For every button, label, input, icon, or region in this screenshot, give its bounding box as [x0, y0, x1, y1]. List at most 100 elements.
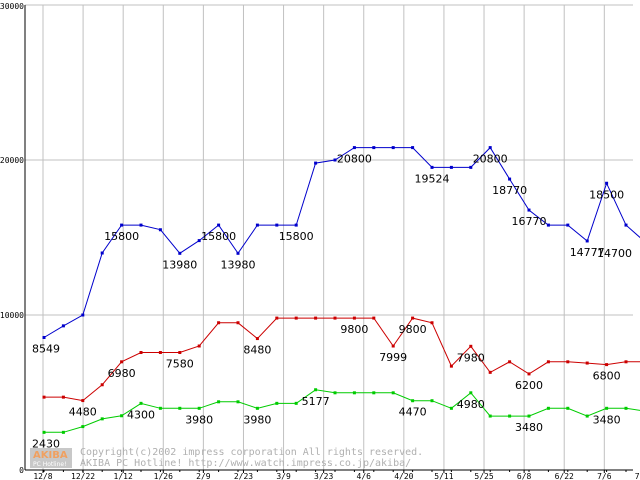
series-1-point — [391, 344, 395, 348]
series-1-point — [314, 316, 318, 320]
series-0-point — [120, 223, 124, 227]
series-2-point — [469, 391, 473, 395]
series-1-point — [605, 363, 609, 367]
x-tick-label: 3/9 — [276, 472, 291, 480]
akiba-logo-subtext: PC Hotline! — [33, 461, 66, 468]
series-0-point — [255, 223, 259, 227]
series-0-point — [42, 335, 46, 339]
series-1-point — [546, 360, 550, 364]
x-tick-label: 6/8 — [517, 472, 532, 480]
series-1-point — [585, 361, 589, 365]
data-label: 9800 — [340, 323, 368, 336]
series-0-point — [430, 165, 434, 169]
data-label: 13980 — [221, 258, 256, 271]
data-label: 20800 — [337, 153, 372, 166]
series-2-point — [585, 414, 589, 418]
series-1-point — [624, 360, 628, 364]
series-1-point — [217, 321, 221, 325]
akiba-logo-text: AKIBA — [33, 450, 68, 461]
series-2-point — [158, 406, 162, 410]
site-url-text: AKIBA PC Hotline! http://www.watch.impre… — [80, 458, 411, 469]
x-tick-label: 12/8 — [33, 472, 52, 480]
data-label: 6200 — [515, 379, 543, 392]
series-0-point — [314, 161, 318, 165]
series-1-point — [61, 395, 65, 399]
series-1-point — [430, 321, 434, 325]
data-label: 18500 — [589, 188, 624, 201]
series-1-point — [294, 316, 298, 320]
series-2-point — [546, 406, 550, 410]
series-1-point — [42, 395, 46, 399]
series-2-point — [61, 430, 65, 434]
x-tick-label: 1/26 — [154, 472, 173, 480]
series-2-point — [449, 406, 453, 410]
data-label: 20800 — [473, 153, 508, 166]
series-0-point — [61, 324, 65, 328]
x-tick-label: 12/22 — [71, 472, 95, 480]
data-label: 8549 — [32, 342, 60, 355]
series-2-point — [42, 430, 46, 434]
y-tick-label: 10000 — [0, 311, 24, 320]
series-line-0 — [43, 146, 640, 338]
series-1-point — [488, 370, 492, 374]
series-2-point — [391, 391, 395, 395]
series-2-point — [430, 399, 434, 403]
series-2-point — [527, 414, 531, 418]
data-label: 4470 — [399, 406, 427, 419]
series-1-point — [352, 316, 356, 320]
x-tick-label: 7/19 — [635, 472, 640, 480]
series-1-point — [139, 351, 143, 355]
gridlines — [25, 4, 633, 470]
series-0-point — [294, 223, 298, 227]
series-1-point — [508, 360, 512, 364]
series-2-point — [566, 406, 570, 410]
data-label: 4480 — [69, 406, 97, 419]
series-2-point — [314, 388, 318, 392]
x-tick-labels: 12/8 12/22 1/12 1/26 2/9 2/23 3/9 3/23 4/6 4/20 5/… — [33, 472, 640, 480]
data-label: 16770 — [512, 215, 547, 228]
series-1-point — [469, 344, 473, 348]
series-1-point — [527, 372, 531, 376]
series-0-point — [449, 165, 453, 169]
series-1-point — [178, 351, 182, 355]
data-label: 5177 — [302, 395, 330, 408]
series-1-point — [100, 383, 104, 387]
series-2-point — [81, 425, 85, 429]
data-label: 15800 — [279, 230, 314, 243]
data-label: 3980 — [185, 413, 213, 426]
data-label: 3480 — [593, 413, 621, 426]
data-label: 3480 — [515, 421, 543, 434]
series-0-point — [81, 313, 85, 317]
series-2-point — [255, 406, 259, 410]
series-2-point — [178, 406, 182, 410]
series-1-point — [566, 360, 570, 364]
series-line-1 — [44, 317, 640, 402]
series-0-point — [139, 223, 143, 227]
series-line-2 — [44, 389, 640, 433]
axes — [24, 5, 633, 473]
x-tick-label: 6/22 — [555, 472, 574, 480]
data-label: 19524 — [415, 172, 450, 185]
watermark: AKIBA PC Hotline! Copyright(c)2002 impre… — [30, 447, 423, 469]
series-1-point — [449, 364, 453, 368]
series-0-point — [275, 223, 279, 227]
series-0-point — [411, 146, 415, 150]
series-0-point — [469, 165, 473, 169]
data-label: 6800 — [593, 370, 621, 383]
series-2-point — [411, 399, 415, 403]
series-0-point — [391, 146, 395, 150]
series-2-point — [294, 401, 298, 405]
y-tick-label: 20000 — [0, 156, 24, 165]
copyright-text: Copyright(c)2002 impress corporation All… — [80, 447, 423, 458]
series-0-point — [217, 223, 221, 227]
data-label: 7999 — [379, 351, 407, 364]
series-0-point — [333, 158, 337, 162]
data-label: 7980 — [457, 351, 485, 364]
series-1-point — [411, 316, 415, 320]
data-labels: 8549 15800 13980 15800 13980 15800 20800 19524 2… — [32, 153, 632, 451]
x-tick-label: 5/25 — [474, 472, 493, 480]
series-0-point — [585, 239, 589, 243]
data-label: 8480 — [243, 344, 271, 357]
series-0-point — [527, 208, 531, 212]
